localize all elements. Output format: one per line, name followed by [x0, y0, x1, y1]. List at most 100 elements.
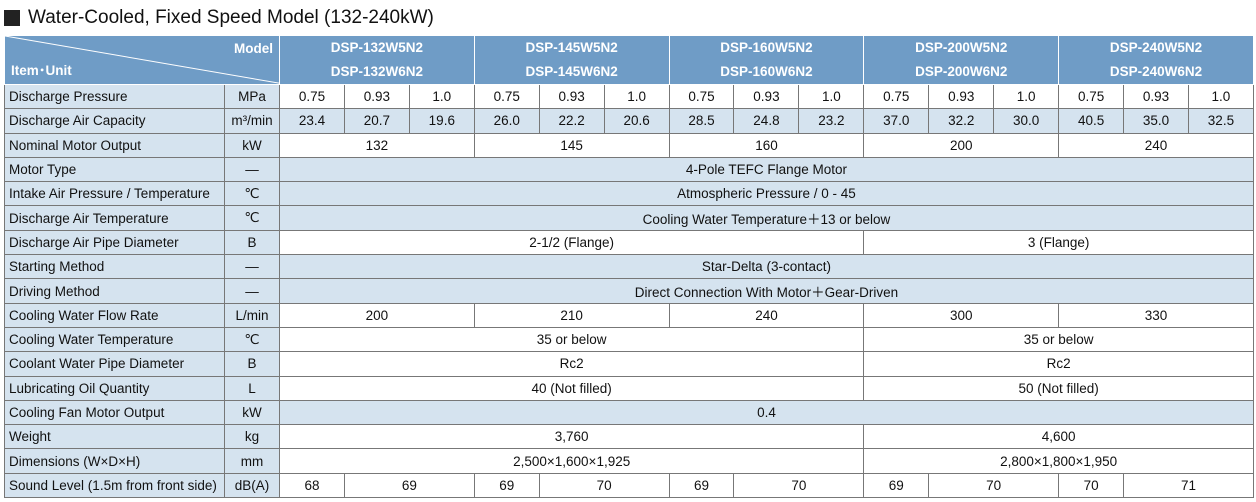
unit-label: dB(A)	[224, 472, 280, 499]
item-label: Cooling Fan Motor Output	[4, 399, 225, 426]
model-name: DSP-132W6N2	[330, 64, 424, 79]
spec-row: Discharge Pressure MPa 0.75 0.93 1.0 0.75 0.93…	[4, 83, 1254, 110]
spec-value: Rc2	[278, 351, 865, 377]
title-text: Water-Cooled, Fixed Speed Model (132-240…	[28, 7, 434, 28]
spec-value: 69	[668, 472, 735, 499]
title: Water-Cooled, Fixed Speed Model (132-240…	[4, 6, 434, 30]
spec-row: Coolant Water Pipe Diameter B Rc2 Rc2	[4, 351, 1254, 377]
spec-value: 22.2	[538, 108, 605, 134]
spec-value: 2-1/2 (Flange)	[278, 229, 865, 256]
item-label: Motor Type	[4, 156, 225, 183]
spec-value: 68	[279, 472, 345, 499]
spec-value: 19.6	[408, 108, 475, 134]
model-header: DSP-160W5N2 DSP-160W6N2	[668, 35, 865, 85]
spec-value: 0.75	[863, 83, 930, 110]
header-row: Model Item･Unit DSP-132W5N2 DSP-132W6N2 DS…	[4, 35, 1254, 85]
item-label: Discharge Air Temperature	[4, 205, 225, 231]
model-label: Model	[234, 41, 273, 56]
spec-value: 0.93	[928, 83, 995, 110]
spec-value: 23.2	[798, 108, 865, 134]
unit-label: kW	[224, 132, 280, 158]
spec-value: 1.0	[1187, 83, 1254, 110]
spec-row: Discharge Air Temperature ℃ Cooling Water …	[4, 205, 1254, 231]
unit-label: ℃	[224, 181, 280, 207]
spec-value: Atmospheric Pressure / 0 - 45	[279, 181, 1254, 207]
spec-value: 35 or below	[863, 326, 1254, 353]
item-label: Nominal Motor Output	[4, 132, 225, 158]
spec-value: 300	[863, 302, 1060, 328]
model-name: DSP-160W5N2	[720, 40, 813, 55]
spec-value: 0.93	[1123, 83, 1189, 110]
diagonal	[5, 36, 279, 84]
item-label: Intake Air Pressure / Temperature	[4, 181, 225, 207]
spec-row: Dimensions (W×D×H) mm 2,500×1,600×1,925 2,8…	[4, 448, 1254, 474]
model-header: DSP-200W5N2 DSP-200W6N2	[863, 35, 1060, 85]
spec-table: Model Item･Unit DSP-132W5N2 DSP-132W6N2 DS…	[4, 35, 1254, 499]
spec-value: 32.5	[1187, 108, 1254, 134]
header-corner: Model Item･Unit	[4, 35, 280, 85]
spec-row: Cooling Water Flow Rate L/min 200 210 240 300…	[4, 302, 1254, 328]
spec-value: 70	[1058, 472, 1125, 499]
unit-label: L/min	[224, 302, 280, 328]
unit-label: —	[224, 156, 280, 183]
spec-row: Cooling Water Temperature ℃ 35 or below 35 …	[4, 326, 1254, 353]
spec-value: 32.2	[928, 108, 995, 134]
spec-row: Sound Level (1.5m from front side) dB(A) 6…	[4, 472, 1254, 499]
item-label: Cooling Water Flow Rate	[4, 302, 225, 328]
unit-label: —	[224, 278, 280, 304]
spec-value: 0.93	[733, 83, 800, 110]
item-label: Discharge Air Pipe Diameter	[4, 229, 225, 256]
spec-value: 0.75	[473, 83, 540, 110]
spec-value: 240	[668, 302, 865, 328]
spec-value: 69	[863, 472, 930, 499]
title-square	[4, 10, 20, 26]
spec-value: 50 (Not filled)	[863, 375, 1254, 401]
spec-value: 1.0	[408, 83, 475, 110]
spec-value: 26.0	[473, 108, 540, 134]
spec-value: 3,760	[278, 424, 865, 450]
spec-value: 330	[1058, 302, 1254, 328]
spec-value: 37.0	[863, 108, 930, 134]
spec-row: Discharge Air Capacity m³/min 23.4 20.7 19.6…	[4, 108, 1254, 134]
item-label: Starting Method	[4, 254, 225, 280]
model-header: DSP-132W5N2 DSP-132W6N2	[279, 35, 475, 85]
spec-value: 132	[279, 132, 475, 158]
spec-value: 1.0	[603, 83, 670, 110]
item-label: Cooling Water Temperature	[4, 326, 225, 353]
model-header: DSP-145W5N2 DSP-145W6N2	[473, 35, 670, 85]
unit-label: B	[224, 351, 280, 377]
unit-label: kW	[224, 399, 280, 426]
spec-value: 240	[1058, 132, 1254, 158]
unit-label: L	[224, 375, 280, 401]
unit-label: —	[224, 254, 280, 280]
spec-value: 1.0	[798, 83, 865, 110]
spec-value: Star-Delta (3-contact)	[279, 254, 1254, 280]
item-label: Sound Level (1.5m from front side)	[4, 472, 225, 499]
model-name: DSP-145W6N2	[525, 64, 618, 79]
unit-label: kg	[224, 424, 280, 450]
spec-value: 160	[668, 132, 865, 158]
unit-label: ℃	[224, 205, 280, 231]
spec-value: 20.7	[343, 108, 410, 134]
spec-row: Weight kg 3,760 4,600	[4, 424, 1254, 450]
item-unit-label: Item･Unit	[11, 63, 72, 78]
spec-row: Intake Air Pressure / Temperature ℃ Atmosp…	[4, 181, 1254, 207]
spec-value: 0.75	[1058, 83, 1125, 110]
spec-value: 210	[473, 302, 670, 328]
model-name: DSP-240W5N2	[1109, 40, 1203, 55]
spec-value: 30.0	[993, 108, 1060, 134]
spec-value: 24.8	[733, 108, 800, 134]
spec-value: 145	[473, 132, 670, 158]
model-name: DSP-132W5N2	[330, 40, 424, 55]
model-name: DSP-145W5N2	[525, 40, 618, 55]
item-label: Coolant Water Pipe Diameter	[4, 351, 225, 377]
spec-row: Lubricating Oil Quantity L 40 (Not filled)…	[4, 375, 1254, 401]
spec-row: Cooling Fan Motor Output kW 0.4	[4, 399, 1254, 426]
spec-value: 69	[343, 472, 475, 499]
spec-value: 40.5	[1058, 108, 1125, 134]
unit-label: ℃	[224, 326, 280, 353]
spec-value: 0.93	[343, 83, 410, 110]
item-label: Weight	[4, 424, 225, 450]
spec-row: Nominal Motor Output kW 132 145 160 200 240	[4, 132, 1254, 158]
spec-value: 70	[928, 472, 1060, 499]
